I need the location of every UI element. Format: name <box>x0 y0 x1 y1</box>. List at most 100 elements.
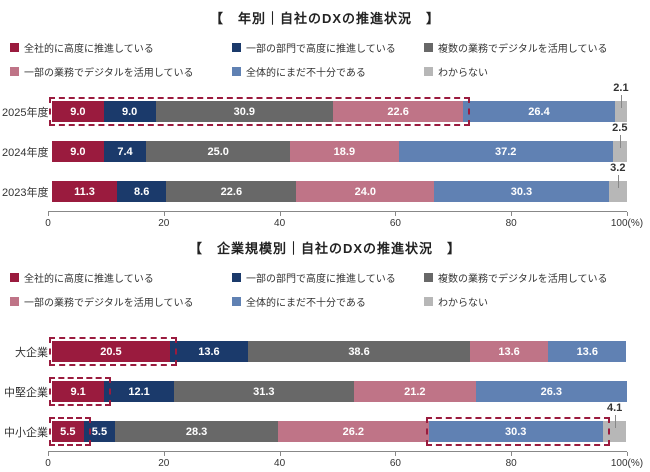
legend-item: 複数の業務でデジタルを活用している <box>424 270 650 285</box>
bar-segment: 30.3 <box>434 181 609 202</box>
legend-label: 全社的に高度に推進している <box>24 44 154 55</box>
outside-value-label: 2.1 <box>613 82 629 94</box>
axis-tick <box>395 212 397 216</box>
legend-label: わからない <box>438 298 488 309</box>
legend-label: 全社的に高度に推進している <box>24 274 154 285</box>
stacked-bar: 9.0 9.0 30.9 22.6 26.4 2.1 <box>49 82 629 126</box>
axis-tick-label: 100(%) <box>610 458 644 469</box>
stacked-bar: 5.5 5.5 28.3 26.2 30.3 4.1 <box>49 402 627 446</box>
leader-line <box>617 175 619 188</box>
segment-value-label: 22.6 <box>220 185 243 198</box>
axis-tick-label: 0 <box>45 218 51 229</box>
outside-value-label: 4.1 <box>606 402 623 414</box>
bar-segment <box>614 101 627 122</box>
leader-line <box>620 95 622 108</box>
outside-value-label: 2.5 <box>612 122 628 134</box>
chart-title-by-company-size: 【 企業規模別｜自社のDXの推進状況 】 <box>188 241 462 256</box>
legend-item: 一部の部門で高度に推進している <box>232 270 424 285</box>
bar-segment: 7.4 <box>103 141 147 162</box>
segment-value-label: 18.9 <box>333 145 356 158</box>
segment-value-label: 21.2 <box>404 385 426 398</box>
bar-segment <box>608 181 627 202</box>
segment-value-label: 28.3 <box>185 425 208 438</box>
segment-value-label: 12.1 <box>128 385 150 398</box>
legend-color-chip <box>10 273 19 282</box>
plot: 大企業 20.5 13.6 38.6 13.6 13.6 中堅企業 9.1 12.1 31.3 21… <box>2 309 643 472</box>
bar-segment: 9.0 <box>103 101 156 122</box>
legend-label: 一部の業務でデジタルを活用している <box>24 298 194 309</box>
axis-tick <box>395 452 397 456</box>
axis-tick <box>511 212 513 216</box>
segment-value-label: 11.3 <box>74 185 95 198</box>
plot: 2025年度 9.0 9.0 30.9 22.6 26.4 2.1 2024年度 9.0 7.4 2… <box>2 79 643 232</box>
bar-row: 中堅企業 9.1 12.1 31.3 21.2 26.3 <box>2 377 627 406</box>
bar-row: 中小企業 5.5 5.5 28.3 26.2 30.3 4.1 <box>2 402 627 446</box>
leader-line <box>619 135 621 148</box>
bar-segment: 9.1 <box>52 381 105 402</box>
axis-tick <box>511 452 513 456</box>
axis-tick-label: 20 <box>158 218 170 229</box>
legend-color-chip <box>232 43 241 52</box>
segment-value-label: 9.0 <box>70 145 86 158</box>
segment-value-label: 22.6 <box>387 105 409 118</box>
legend-label: 全体的にまだ不十分である <box>246 298 366 309</box>
chart-by-company-size: 【 企業規模別｜自社のDXの推進状況 】 全社的に高度に推進している 一部の部門で… <box>0 224 650 469</box>
axis-tick-label: 60 <box>389 218 401 229</box>
bar-segment: 5.5 <box>52 421 84 442</box>
axis-tick-label: 80 <box>505 458 517 469</box>
bar-segment: 28.3 <box>115 421 278 442</box>
bar-segment: 30.9 <box>155 101 334 122</box>
bar-segment: 26.2 <box>277 421 429 442</box>
legend: 全社的に高度に推進している 一部の部門で高度に推進している 複数の業務でデジタルを活… <box>10 270 650 309</box>
x-axis: 0 20 40 60 80 100(%) <box>45 211 643 232</box>
legend-item: わからない <box>424 64 650 79</box>
legend-label: 一部の部門で高度に推進している <box>246 274 396 285</box>
legend-color-chip <box>424 273 433 282</box>
bar-row: 大企業 20.5 13.6 38.6 13.6 13.6 <box>2 337 627 366</box>
axis-tick-label: 40 <box>274 218 286 229</box>
segment-value-label: 38.6 <box>348 345 370 358</box>
segment-value-label: 26.4 <box>528 105 550 118</box>
row-category-label: 2024年度 <box>2 146 49 159</box>
legend-label: 全体的にまだ不十分である <box>246 68 366 79</box>
legend-color-chip <box>232 273 241 282</box>
bar-segment: 18.9 <box>290 141 399 162</box>
bar-segment: 13.6 <box>169 341 249 362</box>
legend-label: 一部の部門で高度に推進している <box>246 44 396 55</box>
axis-tick <box>279 452 281 456</box>
segment-value-label: 8.6 <box>134 185 150 198</box>
legend-color-chip <box>10 297 19 306</box>
stacked-bar: 9.0 7.4 25.0 18.9 37.2 2.5 <box>52 122 627 162</box>
legend-item: 一部の部門で高度に推進している <box>232 40 424 55</box>
legend: 全社的に高度に推進している 一部の部門で高度に推進している 複数の業務でデジタルを活… <box>10 40 650 79</box>
bar-row: 2024年度 9.0 7.4 25.0 18.9 37.2 2.5 <box>2 122 627 162</box>
chart-by-year: 【 年別｜自社のDXの推進状況 】 全社的に高度に推進している 一部の部門で高度に… <box>0 0 650 229</box>
legend-color-chip <box>424 297 433 306</box>
axis-tick-label: 20 <box>158 458 170 469</box>
segment-value-label: 5.5 <box>60 425 76 438</box>
segment-value-label: 13.6 <box>498 345 520 358</box>
bar-segment: 26.3 <box>475 381 627 402</box>
legend-color-chip <box>424 43 433 52</box>
outside-value-label: 3.2 <box>610 162 626 174</box>
legend-label: 複数の業務でデジタルを活用している <box>438 44 608 55</box>
bar-segment: 31.3 <box>173 381 354 402</box>
segment-value-label: 31.3 <box>253 385 275 398</box>
bar-segment: 24.0 <box>296 181 435 202</box>
bar-row: 2023年度 11.3 8.6 22.6 24.0 30.3 3.2 <box>2 162 627 202</box>
row-category-label: 2025年度 <box>2 106 49 119</box>
stacked-bar: 11.3 8.6 22.6 24.0 30.3 3.2 <box>52 162 627 202</box>
bar-segment: 22.6 <box>166 181 297 202</box>
axis-tick <box>627 212 628 216</box>
bar-segment: 8.6 <box>116 181 167 202</box>
legend-color-chip <box>10 67 19 76</box>
legend-item: 一部の業務でデジタルを活用している <box>10 64 232 79</box>
legend-item: 複数の業務でデジタルを活用している <box>424 40 650 55</box>
bar-segment: 5.5 <box>83 421 116 442</box>
chart-title-by-year: 【 年別｜自社のDXの推進状況 】 <box>209 11 441 26</box>
bar-rows: 2025年度 9.0 9.0 30.9 22.6 26.4 2.1 2024年度 9.0 7.4 2… <box>2 82 629 202</box>
bar-segment: 13.6 <box>470 341 549 362</box>
bar-segment: 26.4 <box>463 101 615 122</box>
bar-segment: 9.0 <box>52 101 104 122</box>
